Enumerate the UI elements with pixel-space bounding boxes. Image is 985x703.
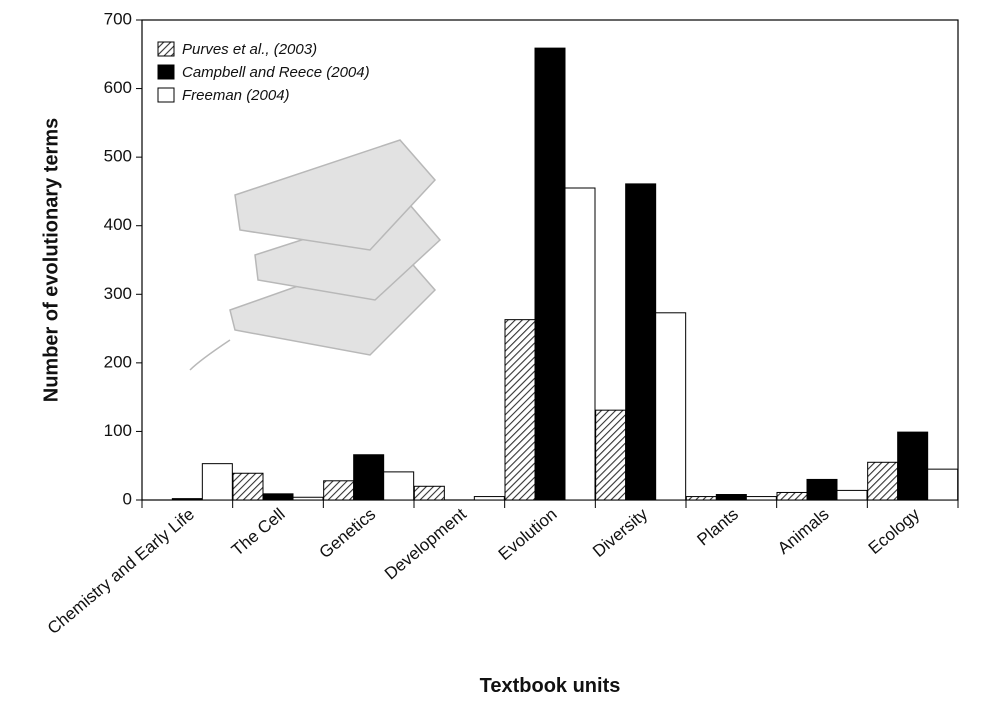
legend-swatch xyxy=(157,87,175,103)
y-tick-label: 600 xyxy=(104,78,132,97)
y-tick-label: 300 xyxy=(104,284,132,303)
bar xyxy=(413,485,445,501)
bar xyxy=(595,409,627,501)
bar xyxy=(171,498,203,501)
bar xyxy=(292,496,324,501)
bar xyxy=(262,493,294,501)
bar xyxy=(473,496,505,501)
bar xyxy=(897,431,929,501)
bar xyxy=(504,319,536,501)
bar xyxy=(353,454,385,501)
legend-swatch xyxy=(157,64,175,80)
x-axis-title: Textbook units xyxy=(480,675,621,697)
x-tick-label: Genetics xyxy=(316,505,380,563)
x-tick-label: Ecology xyxy=(865,504,924,558)
x-tick-label: Plants xyxy=(693,505,741,550)
bar xyxy=(323,480,355,501)
legend-label: Freeman (2004) xyxy=(182,87,290,104)
bar xyxy=(383,471,415,501)
bar xyxy=(715,494,747,501)
legend-swatch xyxy=(157,41,175,57)
bar xyxy=(927,468,959,501)
x-tick-label: Animals xyxy=(774,505,833,558)
bar xyxy=(232,472,264,501)
y-tick-label: 100 xyxy=(104,421,132,440)
books-illustration xyxy=(189,139,442,371)
y-axis-title: Number of evolutionary terms xyxy=(40,118,62,403)
bar xyxy=(836,489,868,501)
y-tick-label: 200 xyxy=(104,352,132,371)
bar xyxy=(867,461,899,501)
x-tick-label: Diversity xyxy=(589,504,652,561)
bar xyxy=(625,183,657,501)
bar xyxy=(534,47,566,501)
y-tick-label: 700 xyxy=(104,9,132,28)
x-tick-label: The Cell xyxy=(228,505,289,560)
y-tick-label: 400 xyxy=(104,215,132,234)
legend-label: Purves et al., (2003) xyxy=(182,41,317,58)
y-tick-label: 500 xyxy=(104,147,132,166)
bar xyxy=(806,478,838,501)
bar xyxy=(685,496,717,501)
x-tick-label: Evolution xyxy=(495,505,561,565)
y-tick-label: 0 xyxy=(123,489,132,508)
x-tick-label: Development xyxy=(381,504,470,583)
x-tick-label: Chemistry and Early Life xyxy=(44,505,198,639)
bar xyxy=(776,491,808,501)
bar xyxy=(564,187,596,501)
legend-label: Campbell and Reece (2004) xyxy=(182,64,370,81)
bar xyxy=(655,312,687,501)
bar xyxy=(201,463,233,501)
bar xyxy=(745,496,777,501)
